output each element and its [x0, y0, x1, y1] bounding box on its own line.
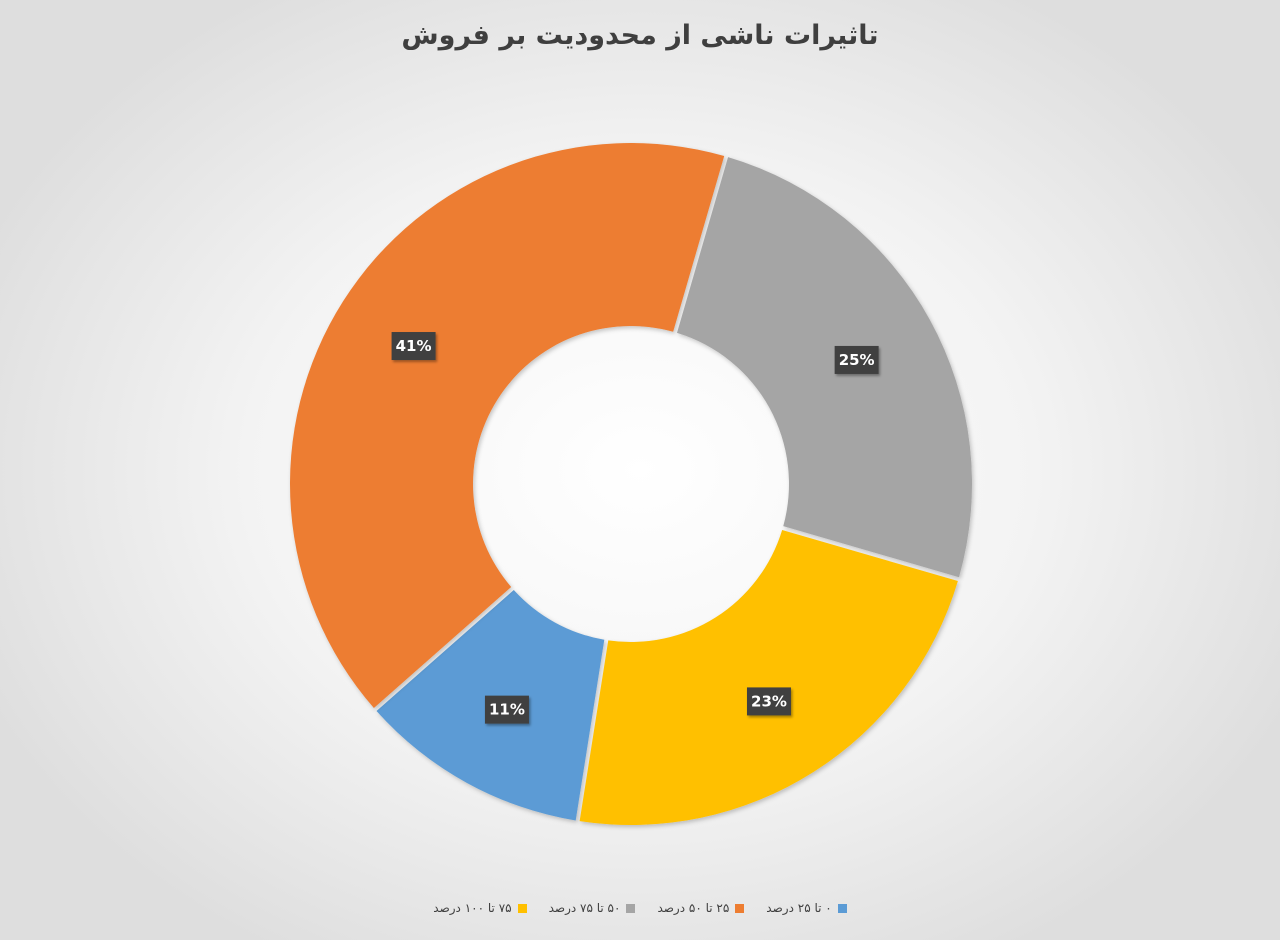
chart-title: تاثیرات ناشی از محدودیت بر فروش — [401, 20, 879, 51]
donut-slice — [676, 157, 972, 578]
donut-slice — [290, 143, 725, 709]
legend-label: ۷۵ تا ۱۰۰ درصد — [433, 901, 512, 915]
legend-label: ۵۰ تا ۷۵ درصد — [548, 901, 621, 915]
data-label-box — [484, 695, 529, 724]
legend-label: ۲۵ تا ۵۰ درصد — [657, 901, 730, 915]
data-label: 41% — [391, 332, 436, 361]
legend-item: ۲۵ تا ۵۰ درصد — [657, 901, 745, 915]
data-label-text: 25% — [839, 351, 875, 369]
legend-swatch — [735, 903, 745, 913]
data-label-text: 11% — [489, 701, 525, 719]
donut-slices — [290, 143, 972, 826]
data-labels: 11% 41% 25% 23% — [391, 332, 879, 724]
data-label-text: 41% — [396, 337, 432, 355]
data-label-box — [391, 332, 436, 361]
legend-item: ۷۵ تا ۱۰۰ درصد — [433, 901, 527, 915]
data-label-text: 23% — [751, 692, 787, 710]
data-label: 11% — [484, 695, 529, 724]
data-label: 23% — [746, 687, 791, 716]
legend-swatch — [837, 903, 847, 913]
legend-label: ۰ تا ۲۵ درصد — [766, 901, 832, 915]
donut-slice — [579, 529, 958, 826]
legend-swatch — [517, 903, 527, 913]
legend-swatch — [626, 903, 636, 913]
data-label: 25% — [834, 345, 879, 374]
data-label-box — [746, 687, 791, 716]
data-label-box — [834, 345, 879, 374]
legend-item: ۵۰ تا ۷۵ درصد — [549, 901, 636, 915]
legend-item: ۰ تا ۲۵ درصد — [766, 901, 847, 915]
chart-legend: ۷۵ تا ۱۰۰ درصد ۵۰ تا ۷۵ درصد ۲۵ تا ۵۰ درصد… — [0, 901, 1280, 915]
